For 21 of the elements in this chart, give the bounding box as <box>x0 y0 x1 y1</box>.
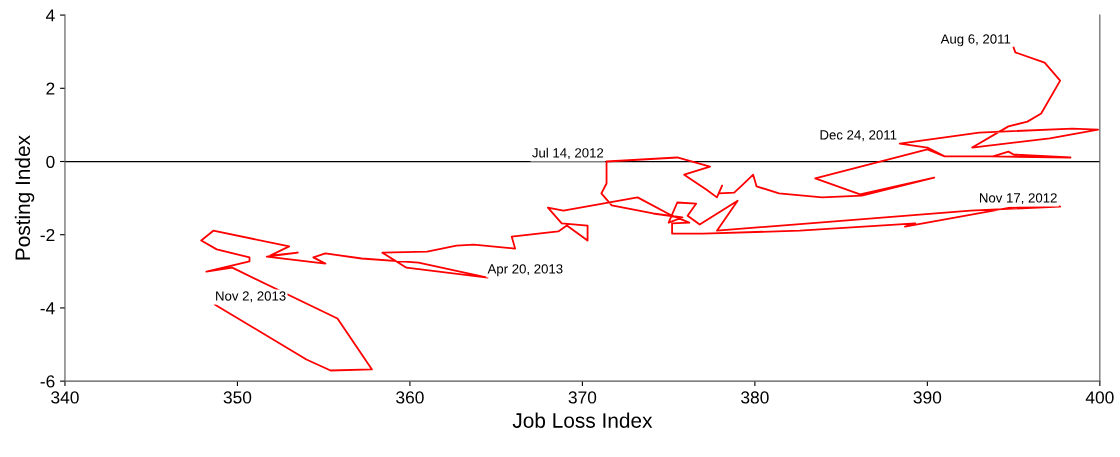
y-tick-label: -2 <box>40 228 55 242</box>
x-tick-label: 350 <box>223 391 252 404</box>
y-tick-label: 2 <box>46 82 55 95</box>
annotation: Dec 24, 2011 <box>820 130 897 142</box>
x-tick-label: 360 <box>396 391 424 404</box>
annotation: Aug 6, 2011 <box>940 34 1011 47</box>
y-tick-label: 4 <box>45 9 55 22</box>
y-tick-label: -4 <box>40 302 55 315</box>
y-tick-label: 0 <box>46 155 55 168</box>
x-tick-label: 380 <box>741 391 769 404</box>
annotation: Nov 2, 2013 <box>216 291 286 303</box>
annotation: Apr 20, 2013 <box>487 264 563 277</box>
x-tick-label: 340 <box>51 391 79 404</box>
x-tick-label: 390 <box>913 391 942 404</box>
y-axis-title: Posting Index <box>14 135 35 260</box>
x-tick-label: 400 <box>1085 391 1114 404</box>
y-tick-label: -6 <box>40 375 55 388</box>
x-axis-title: Job Loss Index <box>512 412 653 428</box>
annotation: Jul 14, 2012 <box>532 147 604 160</box>
x-tick-label: 370 <box>568 391 597 404</box>
annotation: Nov 17, 2012 <box>979 193 1057 205</box>
